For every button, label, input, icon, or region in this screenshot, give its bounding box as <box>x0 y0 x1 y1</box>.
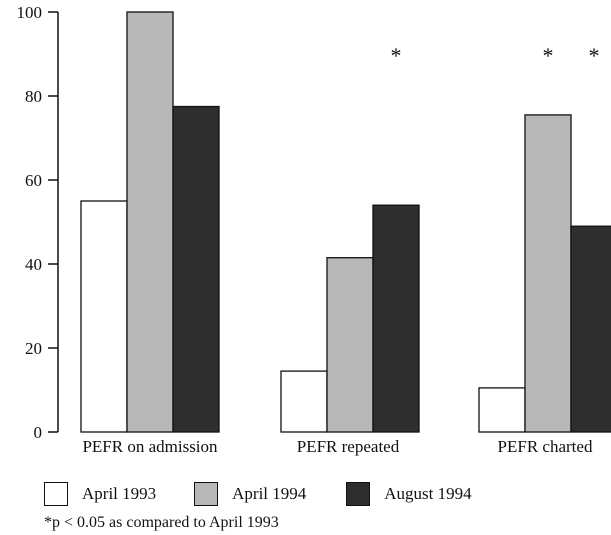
bar-august-1994 <box>172 105 220 433</box>
bar-april-1993 <box>80 200 128 433</box>
category-label: PEFR charted <box>498 437 593 456</box>
legend: April 1993 April 1994 August 1994 <box>44 479 510 509</box>
bars <box>80 11 611 433</box>
y-tick-label: 20 <box>25 339 42 358</box>
category-label: PEFR repeated <box>297 437 400 456</box>
y-tick-label: 0 <box>34 423 43 442</box>
bar-april-1993 <box>478 387 526 433</box>
bar-august-1994 <box>372 204 420 433</box>
legend-swatch-august-1994 <box>346 482 371 506</box>
y-tick-label: 40 <box>25 255 42 274</box>
significance-star: * <box>589 43 600 68</box>
legend-item-april-1993: April 1993 <box>44 482 156 506</box>
y-ticks: 0 20 40 60 80 100 <box>17 3 58 442</box>
y-tick-label: 100 <box>17 3 43 22</box>
legend-label-april-1993: April 1993 <box>82 484 157 503</box>
significance-star: * <box>543 43 554 68</box>
legend-item-august-1994: August 1994 <box>346 482 472 506</box>
legend-swatch-april-1994 <box>194 482 219 506</box>
legend-label-april-1994: April 1994 <box>232 484 307 503</box>
bar-august-1994 <box>570 225 611 433</box>
significance-markers: * * * <box>391 43 600 68</box>
bar-april-1993 <box>280 370 328 433</box>
y-tick-label: 80 <box>25 87 42 106</box>
legend-label-august-1994: August 1994 <box>384 484 472 503</box>
legend-swatch-april-1993 <box>44 482 68 506</box>
legend-item-april-1994: April 1994 <box>194 482 306 506</box>
bar-april-1994 <box>524 114 572 433</box>
significance-footnote: *p < 0.05 as compared to April 1993 <box>44 514 279 531</box>
bar-april-1994 <box>326 257 374 433</box>
significance-star: * <box>391 43 402 68</box>
bar-chart: 0 20 40 60 80 100 * * * PEFR on admission PEFR r… <box>17 3 611 456</box>
category-labels: PEFR on admission PEFR repeated PEFR chart… <box>82 437 592 456</box>
axes: 0 20 40 60 80 100 <box>17 3 59 442</box>
category-label: PEFR on admission <box>82 437 218 456</box>
y-tick-label: 60 <box>25 171 42 190</box>
bar-april-1994 <box>126 11 174 433</box>
